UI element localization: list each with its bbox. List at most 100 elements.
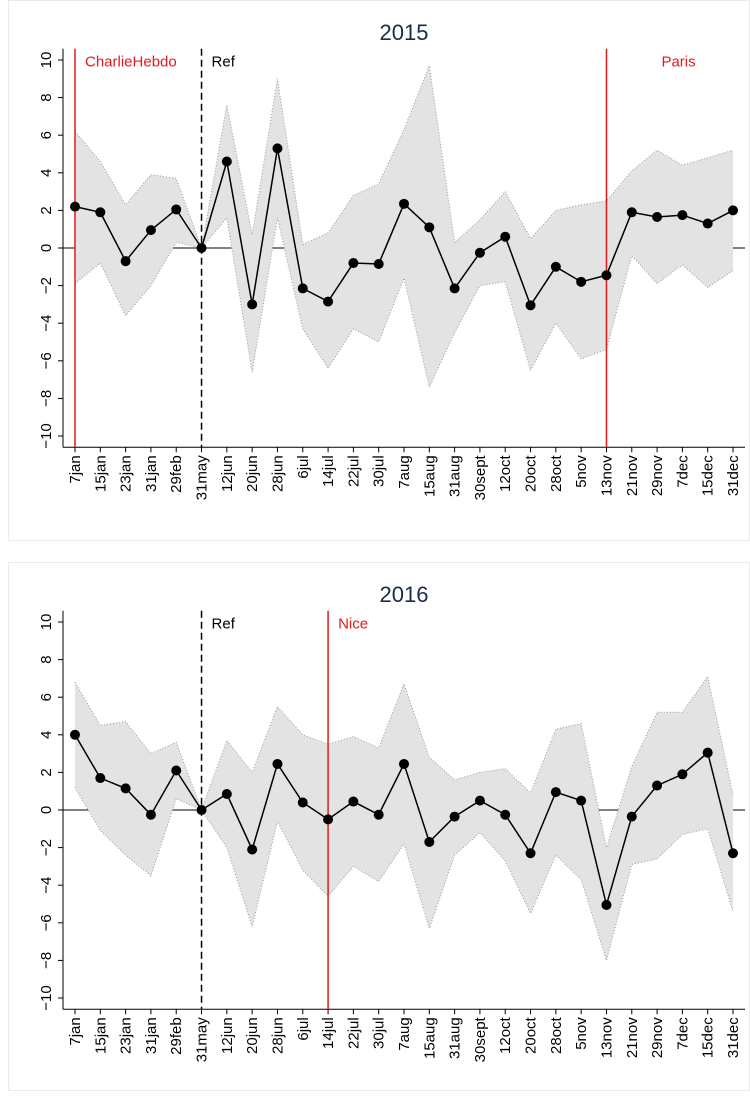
x-tick-label: 30sept [472, 1016, 489, 1062]
event-label: Ref [212, 616, 236, 633]
x-tick-label: 7aug [396, 455, 413, 488]
data-point [550, 261, 561, 272]
x-tick-label: 13nov [598, 1017, 615, 1058]
data-point [171, 204, 182, 215]
data-point [601, 270, 612, 281]
data-point [449, 811, 460, 822]
x-tick-label: 30jul [371, 1017, 388, 1049]
y-tick-label: 6 [38, 693, 55, 701]
x-tick-label: 12jun [219, 1017, 236, 1054]
event-label: CharlieHebdo [85, 54, 177, 71]
data-point [474, 247, 485, 258]
data-point [145, 809, 156, 820]
x-tick-label: 29nov [649, 455, 666, 496]
x-tick-label: 6jul [295, 1017, 312, 1040]
x-tick-label: 23jan [118, 1017, 135, 1054]
data-point [576, 795, 587, 806]
x-tick-label: 14jul [320, 1017, 337, 1049]
data-point [247, 844, 258, 855]
x-tick-label: 20oct [523, 1016, 540, 1054]
y-tick-label: 0 [38, 806, 55, 814]
y-tick-label: −6 [38, 352, 55, 369]
x-tick-label: 22jul [345, 1017, 362, 1049]
x-tick-label: 31dec [725, 1017, 742, 1058]
data-point [297, 283, 308, 294]
y-tick-label: −8 [38, 390, 55, 407]
y-tick-label: −4 [38, 877, 55, 894]
data-point [449, 283, 460, 294]
x-tick-label: 14jul [320, 455, 337, 487]
data-point [500, 231, 511, 242]
chart-panel: 2015 −10 −8 −6 −4 −2 0 2 4 6 8 10 7jan 15jan 23jan 31ja… [8, 0, 750, 541]
data-point [576, 276, 587, 287]
data-point [323, 814, 334, 825]
y-tick-label: −6 [38, 914, 55, 931]
data-point [424, 222, 435, 233]
x-tick-label: 7aug [396, 1017, 413, 1050]
data-point [196, 243, 207, 253]
x-tick-label: 31may [194, 455, 211, 501]
x-tick-label: 20oct [523, 454, 540, 492]
data-point [297, 797, 308, 808]
y-tick-label: −10 [38, 985, 55, 1010]
data-point [399, 198, 409, 209]
y-tick-label: 0 [38, 244, 55, 252]
x-tick-label: 31jan [143, 1017, 160, 1054]
y-tick-label: 4 [38, 169, 55, 177]
data-point [373, 258, 384, 269]
x-tick-label: 23jan [118, 455, 135, 492]
x-tick-label: 6jul [295, 455, 312, 478]
chart-title: 2015 [380, 20, 429, 45]
data-point [702, 218, 713, 229]
x-tick-label: 29feb [168, 1017, 185, 1055]
ci-upper-line [74, 63, 734, 250]
x-tick-label: 31may [194, 1017, 211, 1063]
data-point [525, 300, 536, 311]
chart-title: 2016 [380, 582, 429, 607]
y-tick-label: 4 [38, 731, 55, 739]
x-tick-label: 20jun [244, 1017, 261, 1054]
x-tick-label: 7dec [674, 1017, 691, 1050]
x-tick-label: 12oct [497, 454, 514, 492]
ci-lower-line [74, 216, 734, 389]
data-point [120, 256, 131, 267]
data-point [677, 210, 688, 221]
x-tick-label: 15jan [92, 455, 109, 492]
data-point [424, 836, 435, 847]
x-tick-label: 28oct [548, 1016, 565, 1054]
data-point [474, 795, 485, 806]
x-tick-label: 7dec [674, 455, 691, 488]
confidence-band [75, 676, 733, 961]
data-point [221, 156, 232, 167]
data-point [626, 811, 637, 822]
x-tick-label: 31aug [447, 1017, 464, 1059]
x-tick-label: 5nov [573, 1017, 590, 1050]
x-tick-label: 30jul [371, 455, 388, 487]
ci-upper-line [74, 675, 734, 848]
data-point [728, 205, 738, 216]
x-tick-label: 15aug [421, 455, 438, 497]
x-tick-label: 15jan [92, 1017, 109, 1054]
data-point [348, 796, 359, 807]
data-point [70, 201, 80, 212]
y-tick-label: 8 [38, 93, 55, 101]
y-tick-label: 2 [38, 206, 55, 214]
data-point [95, 207, 106, 218]
y-tick-label: −2 [38, 277, 55, 294]
y-tick-label: 8 [38, 655, 55, 663]
y-tick-label: 6 [38, 131, 55, 139]
y-tick-label: 10 [38, 52, 55, 69]
y-tick-label: −10 [38, 423, 55, 448]
y-tick-label: −2 [38, 839, 55, 856]
x-tick-label: 29nov [649, 1017, 666, 1058]
x-tick-label: 21nov [624, 1017, 641, 1058]
x-tick-label: 5nov [573, 455, 590, 488]
x-tick-label: 7jan [67, 1017, 84, 1045]
x-tick-label: 21nov [624, 455, 641, 496]
x-tick-label: 20jun [244, 455, 261, 492]
data-point [171, 765, 182, 776]
data-point [702, 747, 713, 758]
data-point [525, 848, 536, 859]
data-point [272, 143, 283, 154]
data-point [601, 899, 612, 910]
